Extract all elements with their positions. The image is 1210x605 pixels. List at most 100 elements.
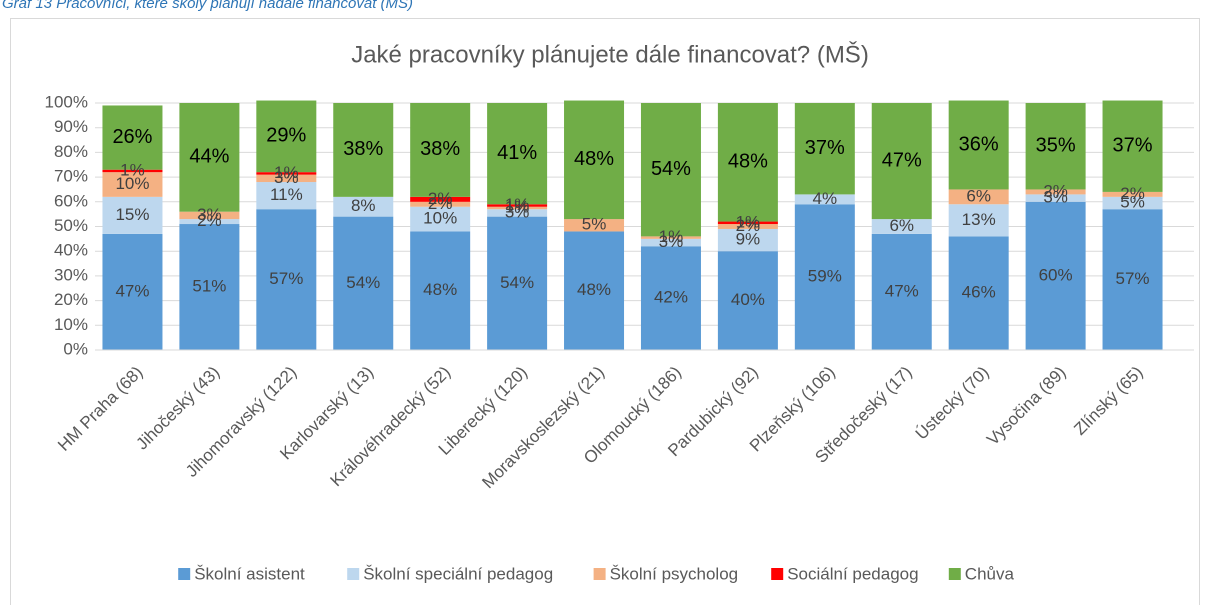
data-label: 11% [270, 185, 303, 204]
data-label: 10% [115, 174, 149, 193]
legend-swatch [771, 568, 784, 580]
chart-border [10, 18, 1200, 605]
data-label: 57% [269, 269, 303, 288]
bar-segment [179, 219, 240, 225]
data-label: 60% [1039, 265, 1073, 284]
data-label: 26% [112, 126, 152, 148]
bar-segment [871, 233, 932, 350]
bar-segment [487, 206, 548, 210]
data-label: 47% [115, 281, 149, 300]
data-label: 1% [120, 160, 145, 179]
bar-segment [948, 204, 1009, 237]
bar-segment [410, 196, 471, 202]
legend-swatch [178, 568, 191, 580]
data-label: 5% [1120, 193, 1145, 212]
legend-label: Sociální pedagog [787, 564, 918, 583]
bar-segment [564, 231, 625, 350]
bar-segment [256, 172, 317, 175]
bar-segment [794, 103, 855, 195]
bar-segment [1102, 196, 1163, 210]
bar-segment [1025, 194, 1086, 202]
bar-segment [256, 174, 317, 183]
y-tick-label: 80% [54, 142, 88, 161]
data-label: 6% [966, 186, 991, 205]
data-label: 36% [959, 133, 999, 155]
bar-segment [640, 246, 701, 350]
data-label: 37% [1113, 135, 1153, 157]
data-label: 2% [1043, 181, 1068, 200]
data-label: 59% [808, 267, 842, 286]
legend-label: Školní psycholog [610, 564, 739, 583]
data-label: 1% [736, 212, 761, 231]
data-label: 51% [192, 276, 226, 295]
bar-segment [1025, 201, 1086, 350]
y-tick-label: 0% [63, 339, 88, 358]
bar-segment [333, 103, 394, 197]
bar-segment [1102, 191, 1163, 197]
data-label: 4% [813, 189, 838, 208]
x-tick-label: Zlínský (65) [1070, 363, 1146, 439]
y-tick-label: 10% [54, 315, 88, 334]
data-label: 15% [115, 205, 149, 224]
data-label: 9% [736, 230, 761, 249]
data-label: 1% [274, 163, 299, 182]
data-label: 13% [962, 210, 996, 229]
data-label: 47% [885, 281, 919, 300]
data-label: 3% [274, 168, 299, 187]
legend-swatch [347, 568, 360, 580]
bar-segment [948, 189, 1009, 205]
data-label: 5% [582, 215, 607, 234]
bar-segment [640, 103, 701, 237]
data-label: 48% [728, 151, 768, 173]
data-label: 2% [197, 211, 222, 230]
data-label: 6% [889, 216, 914, 235]
caption: Graf 13 Pracovníci, které školy plánují … [2, 0, 413, 12]
data-label: 41% [497, 142, 537, 164]
bar-segment [487, 204, 548, 207]
bar-segment [256, 100, 317, 173]
data-label: 2% [428, 189, 453, 208]
data-label: 1% [505, 197, 530, 216]
data-label: 8% [351, 196, 376, 215]
data-label: 3% [197, 205, 222, 224]
bar-segment [717, 224, 778, 229]
bar-segment [948, 100, 1009, 190]
y-tick-label: 100% [45, 92, 88, 111]
bar-segment [487, 103, 548, 205]
data-label: 40% [731, 290, 765, 309]
bar-segment [487, 216, 548, 350]
bar-segment [102, 172, 163, 197]
data-label: 2% [736, 216, 761, 235]
bar-segment [256, 209, 317, 350]
y-tick-label: 60% [54, 191, 88, 210]
bar-segment [717, 103, 778, 222]
bar-segment [333, 216, 394, 350]
chart-title: Jaké pracovníky plánujete dále financova… [351, 40, 869, 68]
data-label: 48% [577, 280, 611, 299]
bar-segment [333, 196, 394, 217]
bar-segment [871, 103, 932, 220]
data-label: 10% [423, 209, 457, 228]
legend-label: Školní asistent [194, 564, 305, 583]
bar-segment [640, 238, 701, 247]
y-tick-label: 90% [54, 117, 88, 136]
data-label: 54% [500, 273, 534, 292]
bar-segment [717, 228, 778, 252]
data-label: 3% [659, 232, 684, 251]
bar-segment [410, 201, 471, 207]
legend-label: Chůva [965, 564, 1015, 583]
bar-segment [1025, 103, 1086, 190]
bar-segment [871, 219, 932, 234]
data-label: 38% [343, 138, 383, 160]
data-label: 47% [882, 149, 922, 171]
bar-segment [717, 251, 778, 350]
data-label: 44% [189, 146, 229, 168]
bar-segment [256, 182, 317, 210]
y-tick-label: 30% [54, 265, 88, 284]
bar-segment [1102, 100, 1163, 192]
bar-segment [487, 209, 548, 217]
data-label: 48% [423, 280, 457, 299]
data-label: 1% [659, 227, 684, 246]
y-tick-label: 50% [54, 216, 88, 235]
